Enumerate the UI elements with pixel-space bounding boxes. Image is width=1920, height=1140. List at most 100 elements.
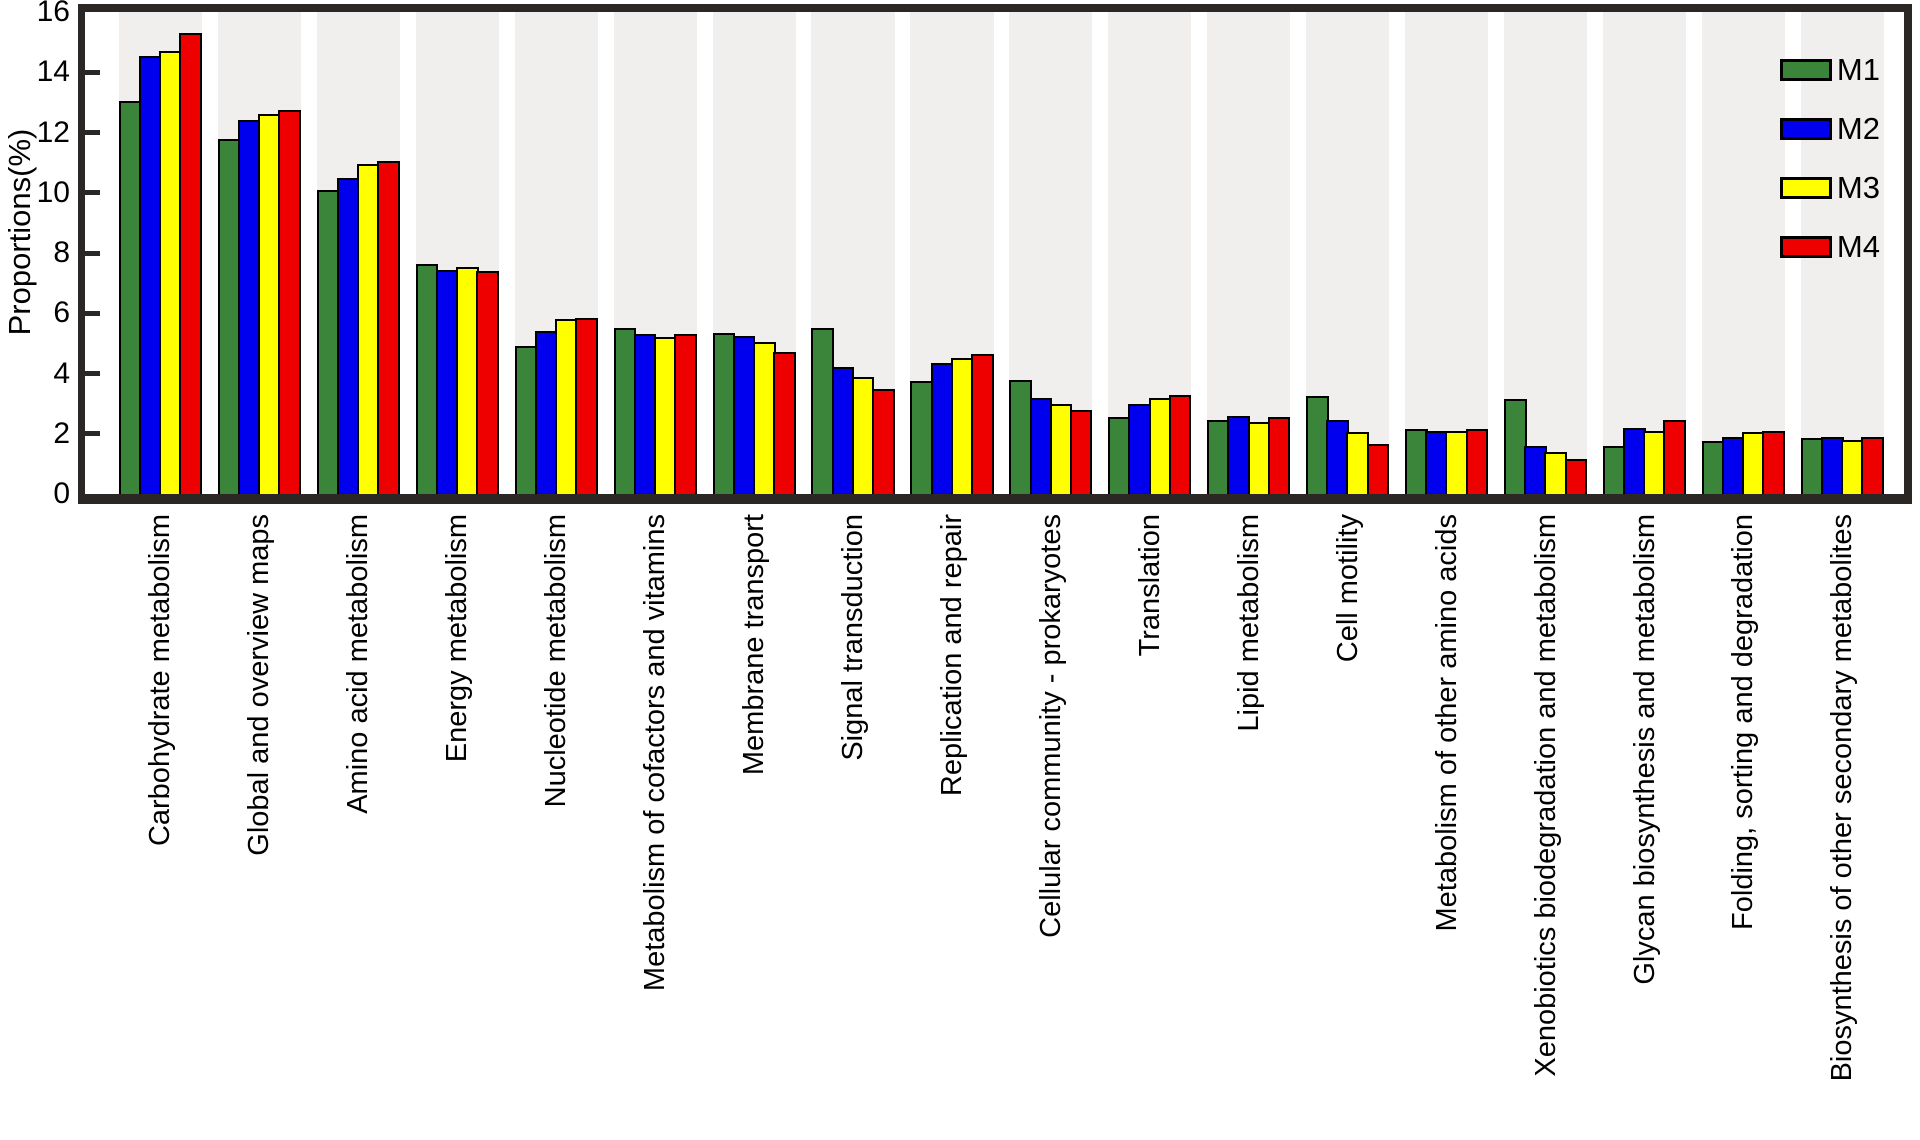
x-label-cell: Carbohydrate metabolism <box>111 514 210 1140</box>
bar-m4 <box>1564 459 1588 494</box>
group-background-band <box>1405 12 1489 494</box>
bar-m4 <box>773 352 796 494</box>
group-bars <box>1701 12 1786 494</box>
group-bars <box>316 12 400 494</box>
x-label-cell: Global and overview maps <box>210 514 309 1140</box>
group-bars <box>217 12 301 494</box>
x-category-label: Translation <box>1133 514 1166 657</box>
bar-m4 <box>970 353 994 494</box>
group-bars <box>1602 12 1687 494</box>
x-label-cell: Signal transduction <box>804 514 903 1140</box>
y-tick-label: 10 <box>36 175 70 209</box>
y-tick-mark <box>85 310 100 316</box>
x-category-label: Carbohydrate metabolism <box>144 514 177 847</box>
x-category-label: Global and overview maps <box>243 514 276 856</box>
group-bars <box>1009 12 1093 494</box>
plot-inner: M1 M2 M3 M4 <box>85 12 1904 494</box>
legend-swatch-m2 <box>1779 118 1832 140</box>
bar-m4 <box>1267 417 1291 494</box>
x-category-label: Glycan biosynthesis and metabolism <box>1628 514 1661 985</box>
bar-m4 <box>377 161 400 494</box>
group-background-band <box>1701 12 1786 494</box>
bar-group <box>1199 12 1298 494</box>
y-tick-label: 2 <box>53 416 70 450</box>
group-bars <box>1306 12 1390 494</box>
x-category-label: Signal transduction <box>837 514 870 761</box>
x-label-cell: Xenobiotics biodegradation and metabolis… <box>1496 514 1595 1140</box>
y-tick-label: 6 <box>53 296 70 330</box>
x-category-label: Folding, sorting and degradation <box>1727 514 1760 930</box>
legend-label-m1: M1 <box>1836 52 1880 87</box>
group-bars <box>613 12 697 494</box>
bar-group <box>309 12 408 494</box>
x-label-cell: Cellular community - prokaryotes <box>1001 514 1100 1140</box>
x-label-cell: Folding, sorting and degradation <box>1694 514 1793 1140</box>
bar-m4 <box>1663 420 1687 494</box>
group-bars <box>1108 12 1192 494</box>
bar-m4 <box>1465 429 1489 494</box>
bar-group <box>1694 12 1793 494</box>
bar-group <box>111 12 210 494</box>
bar-m4 <box>278 109 301 494</box>
bar-group <box>507 12 606 494</box>
bar-m4 <box>1861 436 1884 494</box>
legend-item-m4: M4 <box>1779 229 1880 265</box>
y-tick-mark <box>85 190 100 196</box>
bar-m4 <box>1069 409 1093 494</box>
x-category-label: Replication and repair <box>935 514 968 797</box>
bar-groups <box>85 12 1904 494</box>
x-category-label: Membrane transport <box>738 514 771 776</box>
y-tick-mark <box>85 250 100 256</box>
bar-group <box>1397 12 1496 494</box>
bar-group <box>705 12 804 494</box>
legend-swatch-m3 <box>1779 177 1832 199</box>
bar-group <box>1496 12 1595 494</box>
bar-group <box>408 12 507 494</box>
x-category-label: Cell motility <box>1331 514 1364 663</box>
bar-m4 <box>871 388 895 494</box>
y-tick-label: 14 <box>36 55 70 89</box>
group-bars <box>415 12 499 494</box>
legend-swatch-m4 <box>1779 236 1832 258</box>
group-bars <box>1207 12 1291 494</box>
x-category-label: Lipid metabolism <box>1232 514 1265 732</box>
x-category-label: Biosynthesis of other secondary metaboli… <box>1826 514 1859 1082</box>
legend-item-m2: M2 <box>1779 111 1880 147</box>
bar-group <box>1001 12 1100 494</box>
x-category-label: Amino acid metabolism <box>342 514 375 814</box>
legend-item-m3: M3 <box>1779 170 1880 206</box>
y-tick-mark <box>85 371 100 376</box>
group-bars <box>712 12 796 494</box>
x-label-cell: Translation <box>1100 514 1199 1140</box>
x-label-cell: Energy metabolism <box>408 514 507 1140</box>
x-category-label: Metabolism of other amino acids <box>1430 514 1463 932</box>
x-label-cell: Replication and repair <box>903 514 1002 1140</box>
group-bars <box>1800 12 1884 494</box>
bar-group <box>1298 12 1397 494</box>
x-label-cell: Amino acid metabolism <box>309 514 408 1140</box>
y-tick-mark <box>85 130 100 135</box>
bar-group <box>1595 12 1694 494</box>
legend-item-m1: M1 <box>1779 52 1880 88</box>
group-background-band <box>1207 12 1291 494</box>
group-background-band <box>1602 12 1687 494</box>
bar-group <box>606 12 705 494</box>
x-label-cell: Metabolism of cofactors and vitamins <box>606 514 705 1140</box>
y-tick-mark <box>85 69 100 75</box>
y-tick-label: 12 <box>36 115 70 149</box>
x-category-label: Metabolism of cofactors and vitamins <box>639 514 672 992</box>
group-bars <box>118 12 203 494</box>
bar-group <box>210 12 309 494</box>
x-category-label: Xenobiotics biodegradation and metabolis… <box>1529 514 1562 1077</box>
x-category-label: Nucleotide metabolism <box>540 514 573 808</box>
legend: M1 M2 M3 M4 <box>1779 52 1880 288</box>
legend-label-m3: M3 <box>1836 170 1880 205</box>
bar-m4 <box>476 271 499 494</box>
x-label-cell: Biosynthesis of other secondary metaboli… <box>1793 514 1892 1140</box>
bar-m4 <box>1762 430 1786 494</box>
bar-m4 <box>674 334 697 494</box>
bar-m4 <box>1366 444 1390 494</box>
x-label-cell: Glycan biosynthesis and metabolism <box>1595 514 1694 1140</box>
group-bars <box>811 12 895 494</box>
